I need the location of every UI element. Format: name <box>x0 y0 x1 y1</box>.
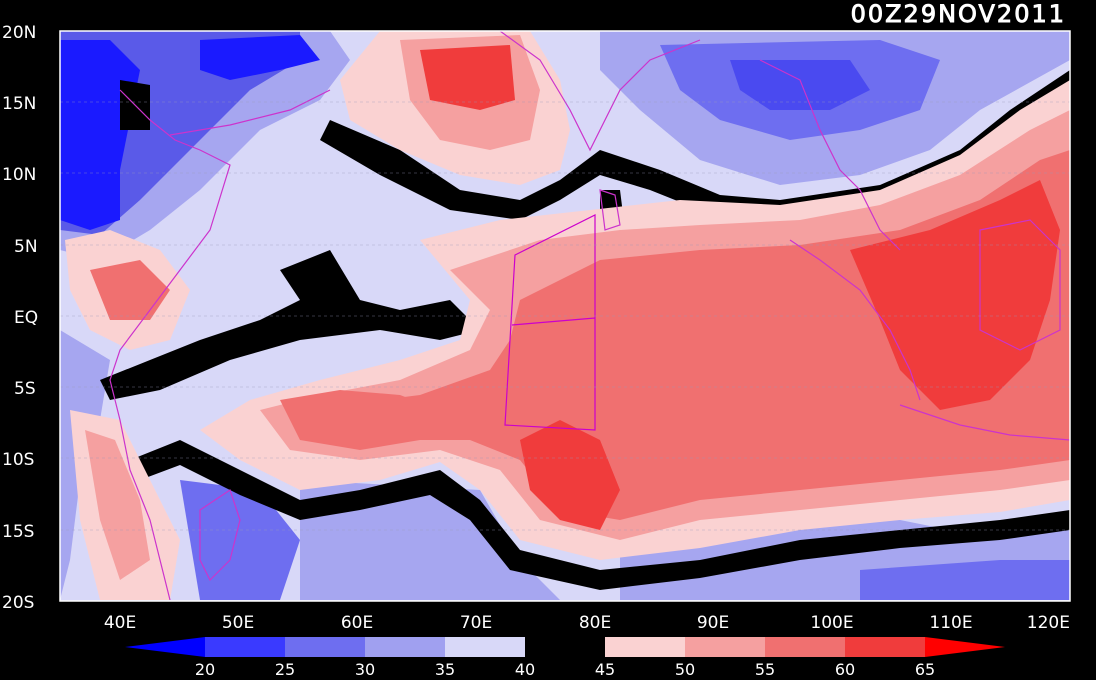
threshold-band-south <box>130 440 1070 590</box>
high-region-north-tongue-deep <box>420 45 515 110</box>
coastline-arabia <box>169 89 331 136</box>
lon-label: 100E <box>810 613 853 633</box>
colorbar-high-arrow <box>925 637 1005 657</box>
lon-label: 110E <box>929 613 972 633</box>
lon-label: 80E <box>579 613 611 633</box>
colorbar-label: 25 <box>275 660 295 679</box>
high-region-southwest-mid <box>85 430 150 580</box>
high-region-core-west <box>280 390 440 450</box>
lon-label: 60E <box>341 613 373 633</box>
threshold-band-west <box>100 250 480 400</box>
colorbar-labels: 20 25 30 35 40 45 50 55 60 65 <box>195 660 935 679</box>
colorbar-label: 60 <box>835 660 855 679</box>
gridlines <box>60 101 1070 531</box>
colorbar-label: 45 <box>595 660 615 679</box>
lon-label: 90E <box>697 613 729 633</box>
map-panel <box>60 31 1070 601</box>
analysis-box <box>504 214 596 431</box>
high-region-main-deep <box>290 150 1070 520</box>
colorbar-bin <box>205 637 285 657</box>
coastline-borneo <box>979 219 1061 351</box>
lat-label: 10N <box>2 165 36 185</box>
coastline-sri-lanka <box>599 189 621 231</box>
low-region-northwest-deep-2 <box>200 35 320 80</box>
lon-label: 40E <box>104 613 136 633</box>
lat-label: EQ <box>14 308 38 328</box>
lon-label: 50E <box>222 613 254 633</box>
colorbar-bin <box>685 637 765 657</box>
lat-label: 20N <box>2 23 36 43</box>
colorbar: 20 25 30 35 40 45 50 55 60 65 <box>125 637 1005 679</box>
colorbar-bin <box>605 637 685 657</box>
lon-label: 120E <box>1027 613 1070 633</box>
low-region-south-east-mid <box>860 560 1070 600</box>
colorbar-low-arrow <box>125 637 205 657</box>
lat-label: 20S <box>2 593 34 613</box>
colorbar-label: 20 <box>195 660 215 679</box>
lat-label: 10S <box>2 450 34 470</box>
coastline-sumatra <box>789 239 921 401</box>
lat-label: 5S <box>14 379 36 399</box>
high-region-core-east <box>850 180 1060 410</box>
threshold-band-north <box>320 70 1070 220</box>
colorbar-bin <box>525 637 605 657</box>
low-region-north-east-deep <box>730 60 870 110</box>
colorbar-bin <box>285 637 365 657</box>
low-region-southwest-mid <box>180 480 300 600</box>
colorbar-label: 30 <box>355 660 375 679</box>
colorbar-label: 35 <box>435 660 455 679</box>
colorbar-label: 40 <box>515 660 535 679</box>
low-region-south <box>300 480 560 600</box>
coastlines <box>109 31 1070 601</box>
colorbar-bin <box>365 637 445 657</box>
high-region-west-patch-mid <box>90 260 170 320</box>
lat-label: 5N <box>14 237 38 257</box>
coastline-india <box>499 31 701 152</box>
longitude-labels: 40E 50E 60E 70E 80E 90E 100E 110E 120E <box>104 613 1070 633</box>
high-value-regions <box>65 31 1070 600</box>
colorbar-bin <box>845 637 925 657</box>
colorbar-label: 55 <box>755 660 775 679</box>
timestamp-label: 00Z29NOV2011 <box>851 0 1066 28</box>
coastline-africa-east <box>109 89 231 601</box>
coastline-madagascar <box>199 489 241 582</box>
map-frame <box>59 30 1071 602</box>
colorbar-bin <box>445 637 525 657</box>
lat-label: 15N <box>2 94 36 114</box>
lat-label: 15S <box>2 522 34 542</box>
colorbar-label: 65 <box>915 660 935 679</box>
coastline-java <box>899 404 1070 441</box>
lon-label: 70E <box>460 613 492 633</box>
colorbar-bin <box>765 637 845 657</box>
high-region-core-south <box>520 420 620 530</box>
colorbar-label: 50 <box>675 660 695 679</box>
latitude-labels: 20N 15N 10N 5N EQ 5S 10S 15S 20S <box>2 23 38 613</box>
coastline-southeast-asia <box>759 59 901 251</box>
